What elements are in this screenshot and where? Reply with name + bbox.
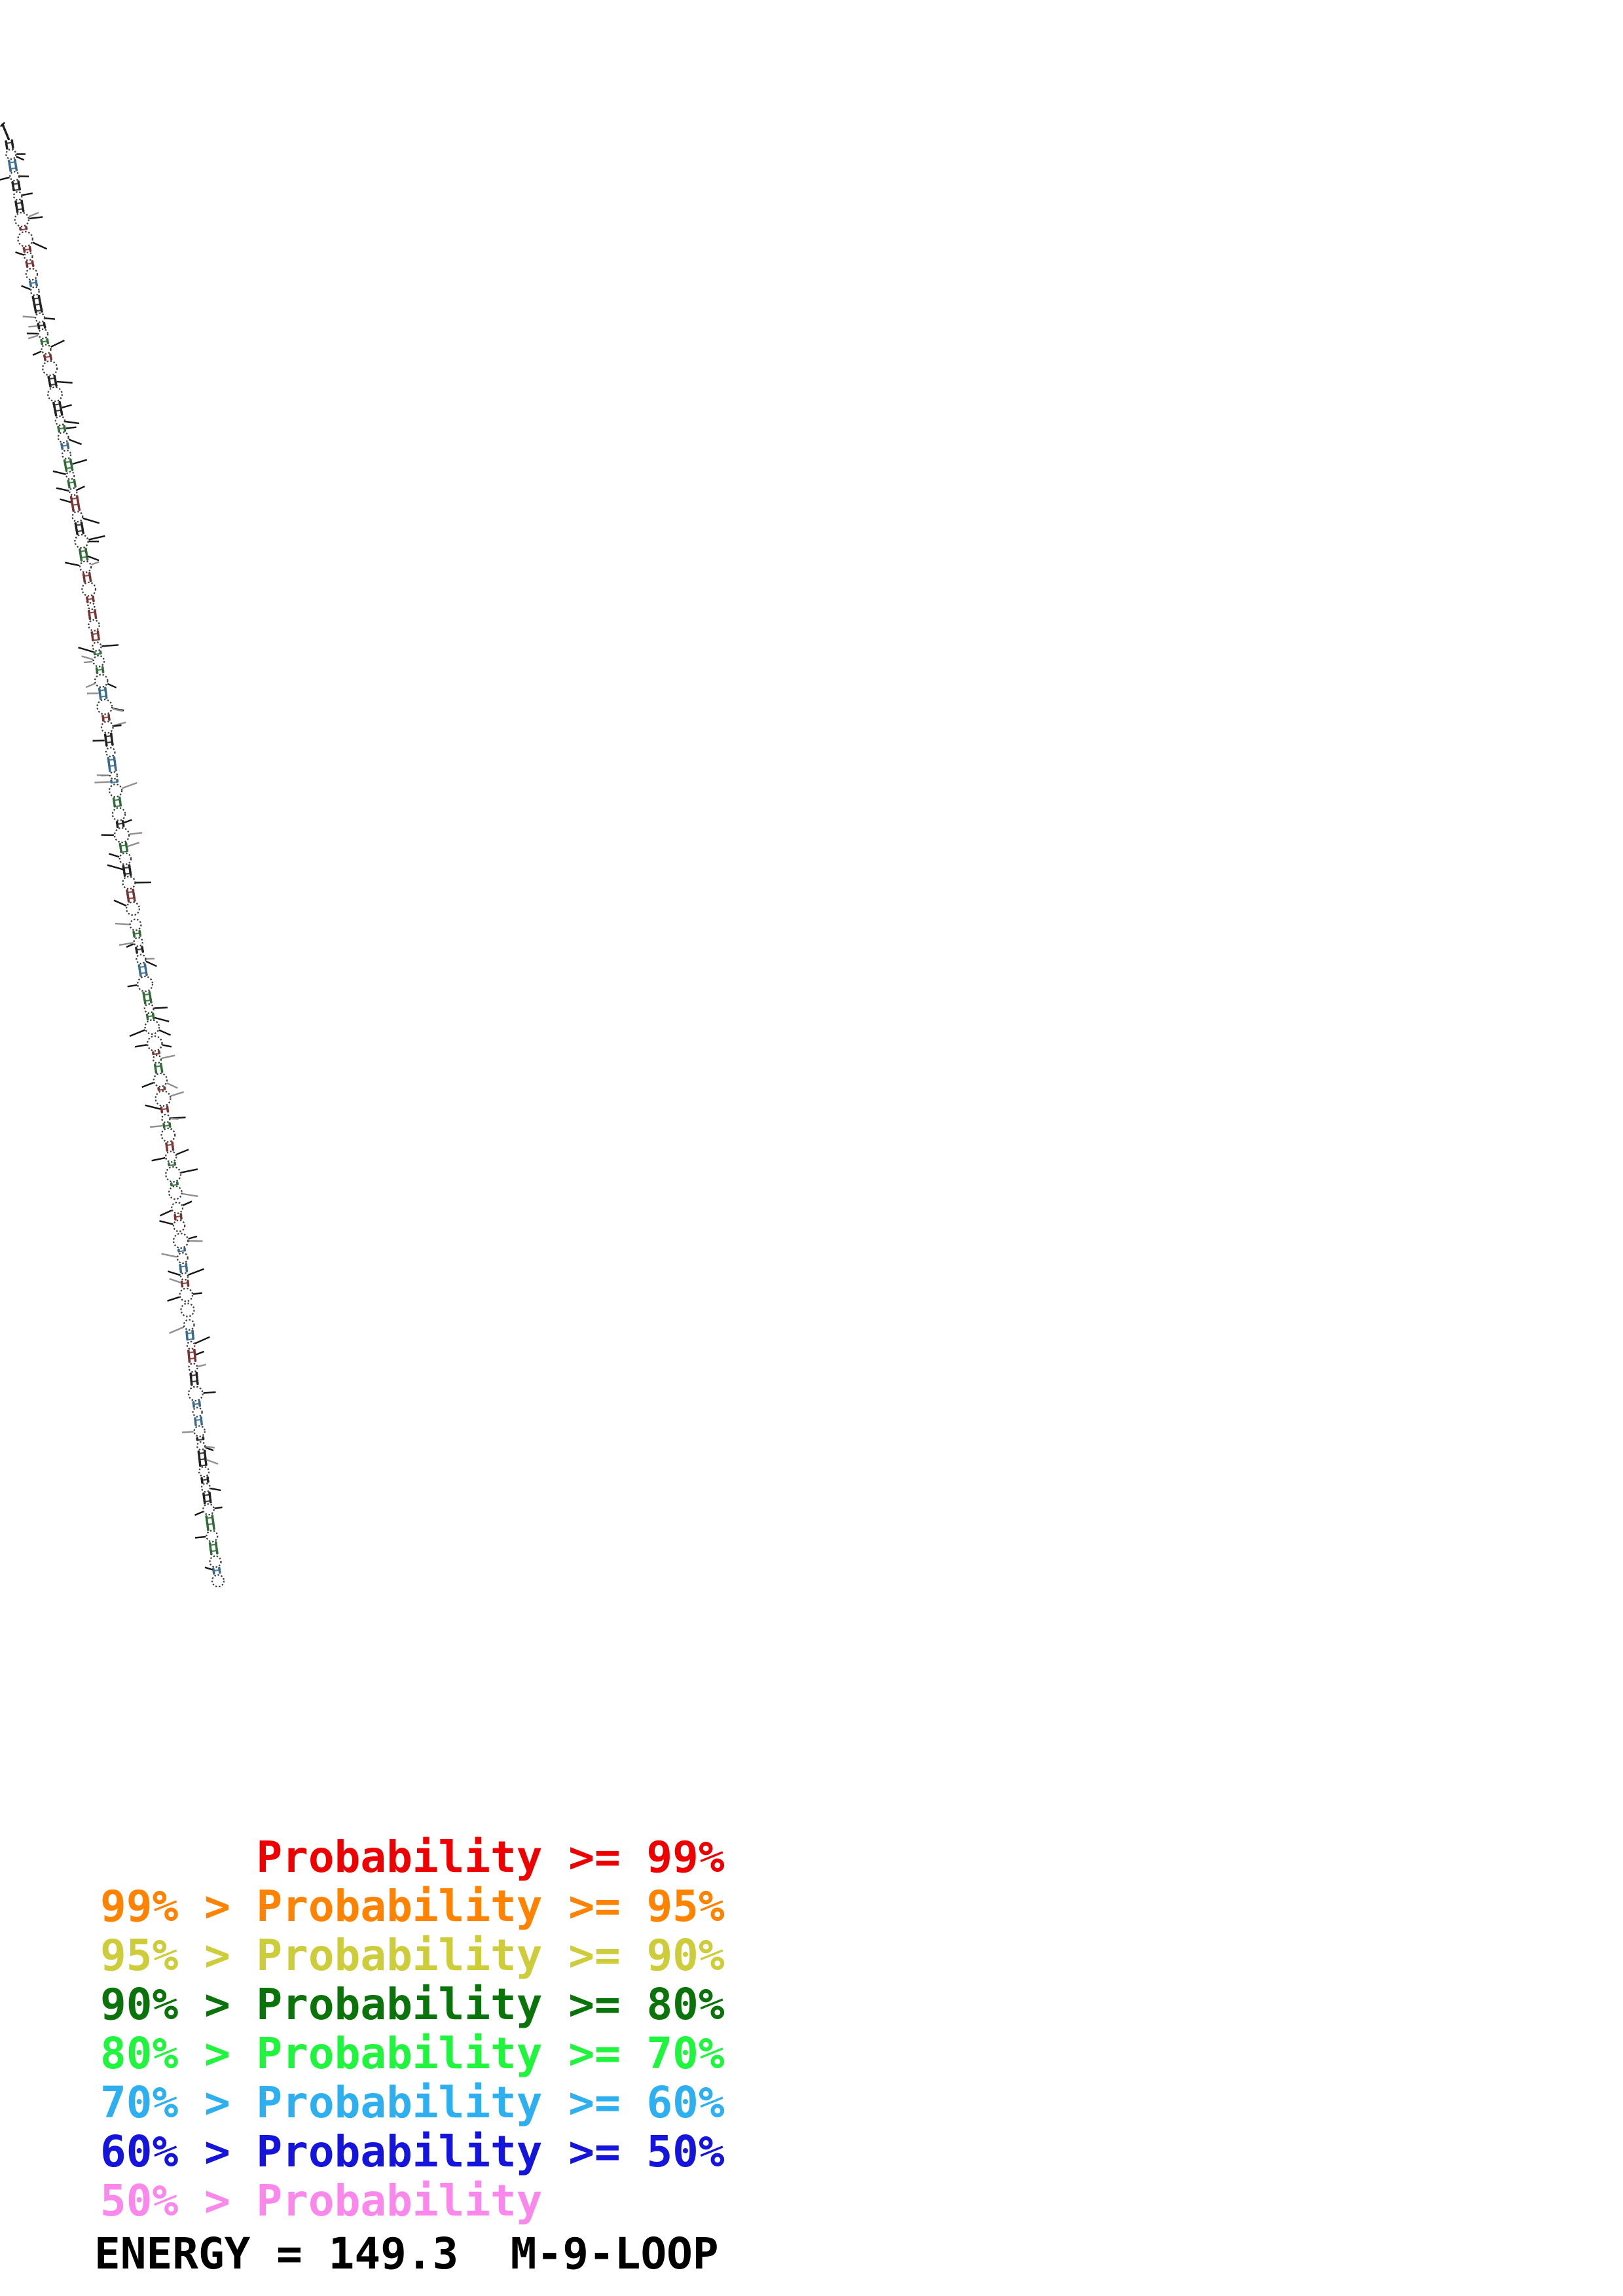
legend-row-2: 95% > Probability >= 90% [100,1930,725,1981]
legend-row-5: 70% > Probability >= 60% [100,2077,725,2128]
legend-row-6: 60% > Probability >= 50% [100,2126,725,2177]
legend-row-4: 80% > Probability >= 70% [100,2028,725,2079]
legend-row-1: 99% > Probability >= 95% [100,1881,725,1931]
legend-row-3: 90% > Probability >= 80% [100,1979,725,2030]
legend-row-0: Probability >= 99% [256,1832,725,1882]
energy-label: ENERGY = 149.3 M-9-LOOP [94,2229,719,2279]
legend-row-7: 50% > Probability [100,2176,543,2226]
probability-legend: Probability >= 99% 99% > Probability >= 9… [100,1833,725,2225]
